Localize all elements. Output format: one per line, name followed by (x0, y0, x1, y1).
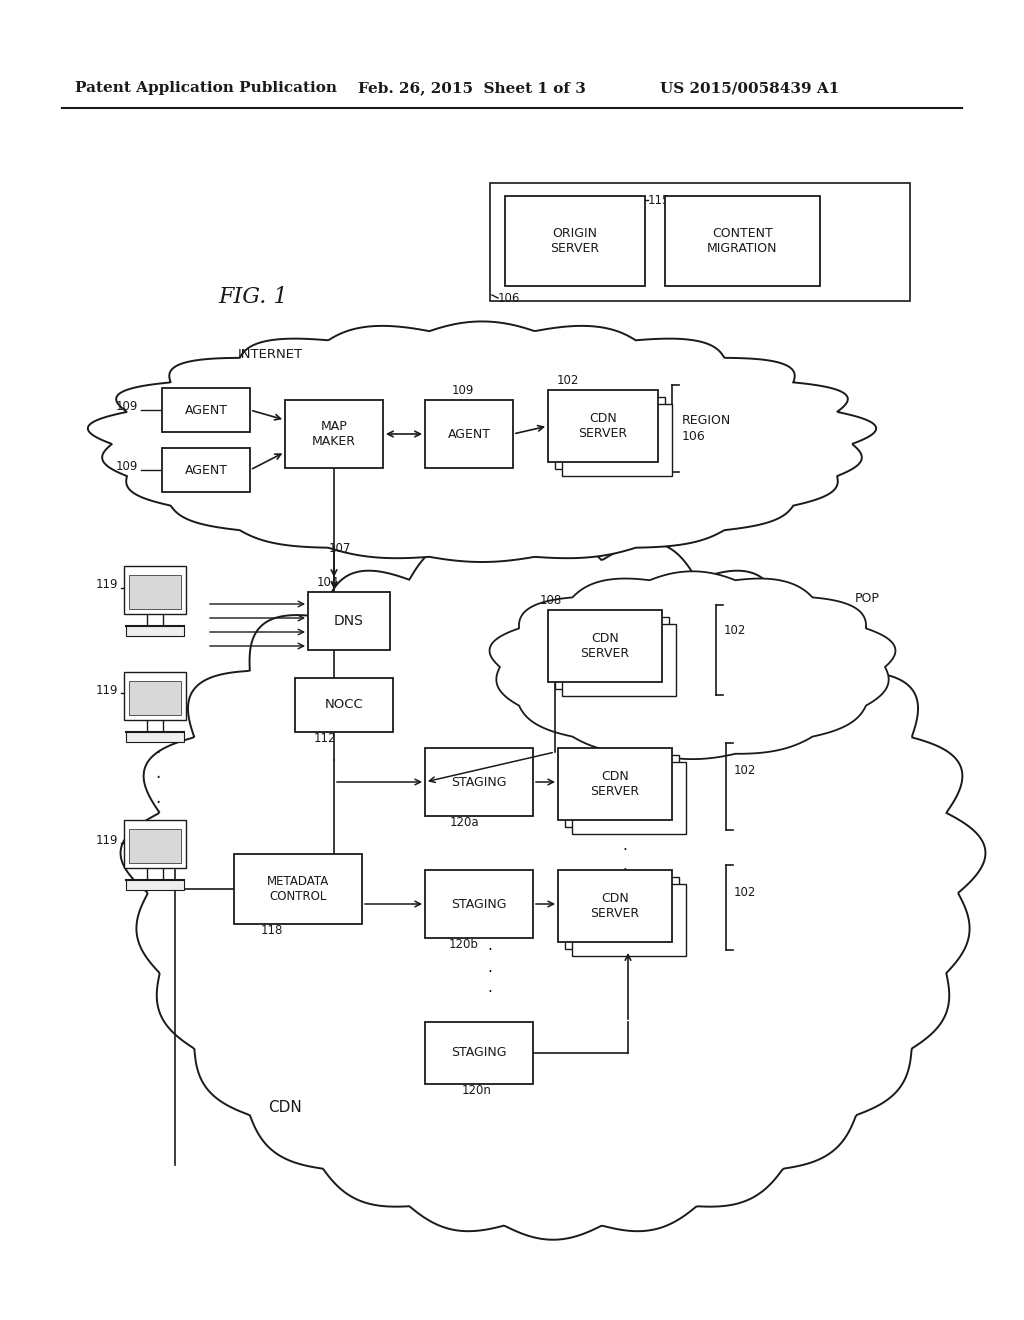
Text: 115: 115 (648, 194, 671, 206)
Bar (490, 183, 910, 301)
Text: Feb. 26, 2015  Sheet 1 of 3: Feb. 26, 2015 Sheet 1 of 3 (358, 81, 586, 95)
Text: 102: 102 (724, 623, 746, 636)
Text: ORIGIN
SERVER: ORIGIN SERVER (551, 227, 600, 255)
Bar (126, 626, 184, 636)
Bar (425, 400, 513, 469)
Text: 106: 106 (498, 292, 520, 305)
Bar (308, 591, 390, 649)
Bar (124, 820, 186, 869)
Text: CDN
SERVER: CDN SERVER (579, 412, 628, 440)
Text: 120n: 120n (462, 1084, 492, 1097)
Text: MAP
MAKER: MAP MAKER (312, 420, 356, 447)
Text: AGENT: AGENT (447, 428, 490, 441)
Text: 102: 102 (734, 763, 757, 776)
Bar (129, 681, 181, 715)
Text: METADATA
CONTROL: METADATA CONTROL (267, 875, 329, 903)
Bar (124, 566, 186, 614)
Bar (124, 672, 186, 719)
Text: CDN
SERVER: CDN SERVER (591, 770, 640, 799)
Text: 119: 119 (95, 578, 118, 591)
Text: AGENT: AGENT (184, 404, 227, 417)
Bar (665, 195, 820, 286)
Text: ·
·
·: · · · (487, 944, 493, 1001)
Text: 119: 119 (95, 684, 118, 697)
Text: CDN
SERVER: CDN SERVER (581, 632, 630, 660)
Bar (572, 762, 686, 834)
Text: STAGING: STAGING (452, 1047, 507, 1060)
Bar (285, 400, 383, 469)
Text: POP: POP (855, 591, 880, 605)
Text: 102: 102 (557, 374, 580, 387)
Text: 109: 109 (452, 384, 474, 396)
Text: 108: 108 (540, 594, 562, 606)
Text: FIG. 1: FIG. 1 (218, 286, 288, 308)
Text: 120b: 120b (450, 937, 479, 950)
Text: REGION: REGION (682, 414, 731, 426)
Text: ·
·
·: · · · (156, 744, 161, 812)
Text: ·
·
·: · · · (623, 821, 628, 879)
Text: DNS: DNS (334, 614, 364, 628)
Bar (558, 870, 672, 942)
Bar (565, 755, 679, 828)
Bar (425, 1022, 534, 1084)
Text: 120a: 120a (450, 816, 479, 829)
Bar (129, 576, 181, 609)
Text: 109: 109 (116, 400, 138, 412)
Bar (162, 388, 250, 432)
Bar (548, 389, 658, 462)
Text: AGENT: AGENT (184, 463, 227, 477)
Bar (565, 876, 679, 949)
Bar (555, 397, 665, 469)
Polygon shape (88, 322, 877, 562)
Text: 109: 109 (116, 461, 138, 474)
Bar (555, 616, 669, 689)
Text: CDN
SERVER: CDN SERVER (591, 892, 640, 920)
Bar (295, 678, 393, 733)
Text: 119: 119 (95, 833, 118, 846)
Bar (562, 624, 676, 696)
Text: 102: 102 (734, 886, 757, 899)
Text: 112: 112 (313, 733, 336, 746)
Text: 106: 106 (682, 430, 706, 444)
Text: 104: 104 (316, 576, 339, 589)
Polygon shape (121, 533, 985, 1239)
Text: 118: 118 (261, 924, 284, 936)
Polygon shape (489, 572, 895, 759)
Text: CDN: CDN (268, 1101, 302, 1115)
Text: INTERNET: INTERNET (238, 347, 303, 360)
Bar (126, 880, 184, 890)
Text: US 2015/0058439 A1: US 2015/0058439 A1 (660, 81, 840, 95)
Text: CONTENT
MIGRATION: CONTENT MIGRATION (708, 227, 778, 255)
Text: 107: 107 (329, 541, 351, 554)
Bar (425, 870, 534, 939)
Bar (505, 195, 645, 286)
Text: NOCC: NOCC (325, 698, 364, 711)
Text: STAGING: STAGING (452, 898, 507, 911)
Bar (234, 854, 362, 924)
Text: STAGING: STAGING (452, 776, 507, 788)
Bar (129, 829, 181, 863)
Bar (562, 404, 672, 477)
Text: Patent Application Publication: Patent Application Publication (75, 81, 337, 95)
Bar (126, 733, 184, 742)
Bar (425, 748, 534, 816)
Bar (162, 447, 250, 492)
Bar (548, 610, 662, 682)
Bar (558, 748, 672, 820)
Bar (572, 884, 686, 956)
